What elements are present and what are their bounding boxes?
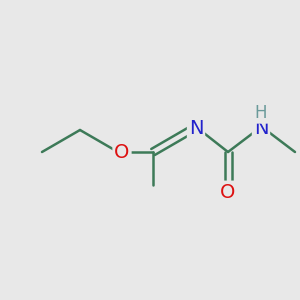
Text: O: O bbox=[114, 142, 130, 161]
Text: N: N bbox=[189, 118, 203, 137]
Text: N: N bbox=[254, 118, 268, 137]
Text: H: H bbox=[255, 104, 267, 122]
Text: O: O bbox=[220, 182, 236, 202]
